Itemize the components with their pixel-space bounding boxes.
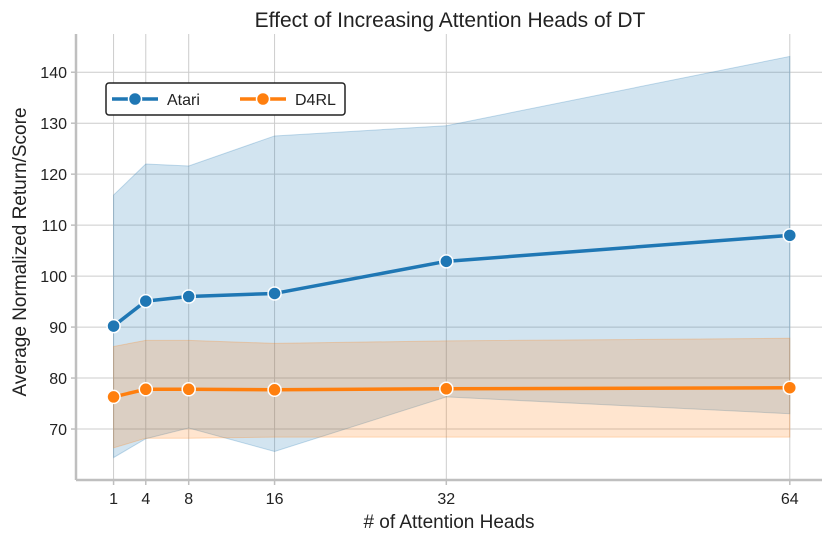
point-atari [138, 293, 154, 309]
point-d4rl [181, 382, 196, 397]
point-d4rl [439, 381, 454, 397]
point-atari [439, 254, 454, 269]
y-tick-label: 110 [41, 218, 67, 235]
x-tick-label: 16 [266, 491, 284, 508]
chart-title: Effect of Increasing Attention Heads of … [255, 9, 646, 32]
point-atari [267, 286, 282, 301]
point-atari [782, 228, 798, 243]
x-tick-label: 8 [184, 491, 193, 508]
point-atari [106, 318, 121, 334]
legend-marker-d4rl [255, 91, 271, 107]
y-tick-label: 120 [40, 167, 67, 184]
y-tick-label: 130 [40, 116, 67, 133]
x-tick-label: 1 [109, 491, 118, 508]
point-d4rl [267, 382, 282, 398]
series-lines [106, 228, 798, 405]
x-tick-label: 64 [781, 491, 799, 508]
y-axis-title: Average Normalized Return/Score [10, 107, 31, 396]
y-tick-label: 80 [49, 371, 67, 388]
x-tick-label: 32 [437, 491, 455, 508]
y-tick-label: 90 [49, 320, 67, 337]
x-axis-title: # of Attention Heads [363, 512, 534, 533]
y-tick-label: 140 [40, 65, 67, 82]
legend-box [105, 82, 346, 116]
legend-label-atari: Atari [167, 92, 200, 109]
point-d4rl [782, 380, 798, 395]
point-d4rl [138, 382, 154, 397]
y-tick-label: 100 [40, 269, 67, 286]
point-atari [181, 289, 196, 304]
legend: Atari D4RL [105, 82, 346, 116]
point-d4rl [106, 389, 121, 405]
y-tick-label: 70 [49, 422, 67, 439]
legend-marker-atari [127, 91, 143, 107]
x-tick-label: 4 [141, 491, 150, 508]
legend-label-d4rl: D4RL [295, 92, 336, 109]
axes: 70 80 90 100 110 120 130 140 1 4 8 16 32 64 [40, 34, 822, 508]
